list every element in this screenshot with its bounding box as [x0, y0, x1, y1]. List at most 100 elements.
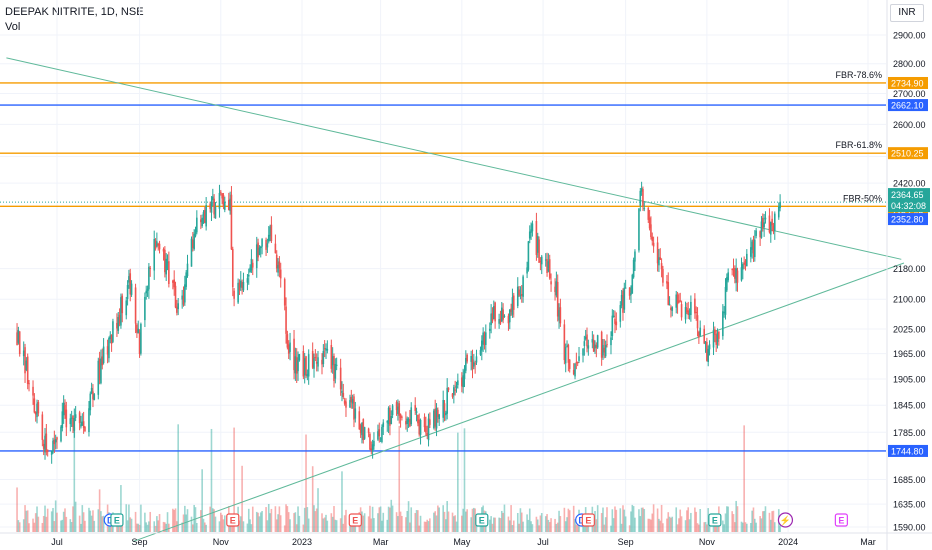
trendlines[interactable]	[6, 57, 905, 543]
volume-bar	[622, 505, 624, 532]
candle-body	[435, 408, 438, 429]
volume-bar	[44, 505, 46, 532]
volume-indicator-label[interactable]: Vol	[5, 21, 21, 33]
volume-bar	[109, 524, 112, 532]
event-marker[interactable]: E	[475, 513, 489, 527]
volume-bar	[255, 511, 258, 532]
candle-body	[485, 332, 487, 345]
volume-bar	[447, 511, 450, 532]
volume-bar	[531, 524, 534, 532]
candle-body	[98, 358, 101, 381]
volume-bar	[754, 518, 756, 532]
candle-body	[660, 263, 663, 270]
candle-body	[407, 418, 410, 422]
volume-bar	[547, 519, 550, 532]
volume-bar	[259, 512, 262, 532]
candle-body	[724, 286, 727, 315]
candle-body	[519, 295, 522, 297]
candle-body	[544, 259, 547, 261]
candle-body	[298, 354, 301, 361]
candle-body	[568, 359, 571, 369]
candle-body	[200, 219, 202, 223]
candle-body	[230, 194, 233, 250]
candle-body	[138, 332, 141, 354]
volume-bar	[297, 506, 299, 532]
candle-body	[283, 279, 286, 306]
candle-body	[28, 383, 30, 385]
volume-bar	[134, 511, 137, 532]
volume-bar	[214, 516, 217, 532]
volume-bar	[200, 510, 202, 532]
candle-body	[555, 281, 558, 296]
candle-body	[642, 189, 644, 207]
volume-bar	[302, 524, 305, 532]
candle-body	[307, 354, 310, 377]
candle-body	[190, 238, 193, 267]
candle-body	[401, 416, 403, 418]
candle-body	[777, 206, 780, 218]
candle-body	[330, 345, 333, 369]
volume-bar	[662, 523, 664, 532]
candle-body	[426, 432, 429, 437]
volume-bar	[387, 506, 390, 532]
volume-bar	[249, 519, 251, 532]
candle-body	[771, 218, 773, 226]
candle-body	[667, 282, 670, 305]
volume-bar	[397, 516, 399, 532]
time-axis[interactable]: Jul Sep Nov 2023 Mar May Jul Sep Nov 2024 Mar	[0, 532, 932, 547]
volume-bar	[367, 516, 370, 532]
event-marker[interactable]: E	[708, 513, 722, 527]
candle-body	[201, 217, 203, 227]
candle-body	[62, 402, 65, 416]
volume-bar	[154, 525, 157, 532]
price-axis[interactable]: 2734.90 2662.10 2510.25 2352.45 1744.80 2364.…	[886, 0, 930, 550]
candle-body	[540, 256, 543, 265]
candle-body	[744, 261, 747, 265]
volume-bar	[614, 506, 616, 532]
candle-body	[434, 408, 437, 427]
candle-body	[259, 246, 262, 249]
candle-body	[511, 297, 514, 315]
volume-bar	[457, 432, 459, 532]
volume-bar	[93, 520, 96, 532]
volume-bar	[219, 512, 222, 532]
candle-body	[492, 306, 495, 320]
volume-bar	[462, 508, 464, 532]
candle-body	[488, 328, 491, 331]
event-marker[interactable]: ⚡	[777, 512, 794, 528]
x-tick-label: 2023	[292, 537, 312, 547]
candle-body	[572, 369, 575, 375]
candle-body	[386, 421, 389, 423]
candle-body	[302, 351, 305, 377]
volume-bar	[619, 508, 622, 532]
event-marker[interactable]: E	[110, 513, 124, 527]
volume-bar	[126, 520, 129, 532]
volume-bar	[639, 516, 642, 532]
currency-button[interactable]: INR	[890, 4, 924, 22]
event-marker[interactable]: E	[226, 513, 240, 527]
candle-body	[116, 322, 118, 329]
candle-body	[640, 188, 643, 192]
candle-body	[722, 311, 724, 337]
event-marker[interactable]: E	[348, 513, 362, 527]
candle-body	[89, 393, 92, 411]
candle-body	[18, 331, 21, 355]
volume-bar	[247, 508, 250, 532]
candle-body	[305, 356, 307, 376]
event-markers[interactable]: D E E E E D E E ⚡ E	[103, 512, 848, 528]
volume-bar	[471, 508, 474, 532]
event-marker[interactable]: E	[834, 513, 848, 527]
candle-body	[73, 417, 76, 431]
event-marker[interactable]: E	[581, 513, 595, 527]
volume-bar	[369, 505, 371, 532]
candle-body	[261, 239, 263, 247]
candle-body	[258, 247, 261, 255]
candle-body	[174, 285, 177, 308]
candle-body	[731, 268, 733, 270]
volume-bar	[712, 523, 715, 532]
candle-body	[538, 239, 540, 263]
candle-body	[370, 448, 373, 451]
volume-bar	[596, 505, 599, 532]
candle-body	[166, 261, 169, 263]
